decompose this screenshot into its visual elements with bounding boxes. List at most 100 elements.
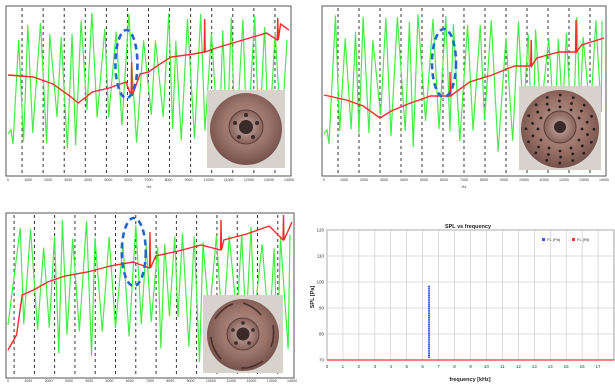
xtick-label: 8000 [166, 379, 174, 383]
scatter-point [428, 313, 431, 315]
scatter-point [428, 293, 431, 295]
drilled-hole [539, 116, 543, 120]
xtick-label: 4 [390, 364, 393, 369]
xtick-label: 5000 [105, 379, 113, 383]
disc-center-bore [236, 327, 250, 341]
chart-panel-slotted-disc: 0 1000 2000 3000 4000 5000 6000 7000 8000 9000 100… [5, 212, 297, 383]
scatter-point [428, 314, 431, 317]
x-axis-label: Hz [147, 184, 152, 189]
xtick-label: 14 [548, 364, 554, 369]
disc-slots [210, 302, 275, 369]
scatter-point [428, 325, 431, 328]
drilled-hole [580, 144, 584, 148]
xtick-label: 2000 [45, 379, 53, 383]
scatter-point [428, 300, 431, 302]
xtick-label: 3 [374, 364, 377, 369]
chart-panel-solid-disc: 0 1000 2000 3000 4000 5000 6000 7000 8000 9000 100… [5, 5, 294, 189]
chart-title: SPL vs frequency [445, 224, 492, 230]
xtick-label: 2000 [44, 178, 52, 182]
scatter-point [428, 351, 431, 353]
drilled-hole [582, 151, 586, 155]
drilled-hole [558, 93, 562, 97]
scatter-point [428, 285, 431, 288]
scatter-points [428, 285, 431, 359]
drilled-hole [580, 109, 583, 113]
drilled-hole [527, 140, 530, 144]
grid-lines [326, 229, 614, 361]
drilled-hole [545, 158, 549, 162]
scatter-point [428, 327, 431, 329]
drilled-hole [558, 105, 562, 109]
disc-center-bore [239, 120, 253, 134]
scatter-point [428, 331, 431, 333]
xtick-label: 5000 [104, 178, 112, 182]
legend-label-blue: FL (Pa) [547, 237, 561, 242]
drilled-hole [570, 102, 573, 105]
scatter-point [428, 296, 431, 299]
drilled-hole [590, 114, 593, 118]
ytick-label: 90 [319, 306, 325, 311]
xtick-label: 16 [580, 364, 586, 369]
green-series-line [7, 12, 288, 152]
xtick-label: 1000 [24, 178, 32, 182]
drilled-hole [571, 159, 575, 162]
xtick-label: 10000 [519, 178, 529, 182]
y-tick-labels: 70 80 90 100 110 120 [316, 228, 324, 363]
xtick-label: 14000 [599, 178, 609, 182]
ytick-label: 120 [316, 228, 324, 233]
drilled-hole [577, 116, 581, 120]
xtick-label: 3000 [64, 178, 72, 182]
lug-holes [231, 321, 255, 345]
xtick-label: 6000 [124, 178, 132, 182]
drilled-hole [569, 146, 573, 150]
xtick-label: 7 [437, 364, 440, 369]
scatter-point [428, 307, 431, 309]
xtick-label: 11000 [226, 379, 236, 383]
drilled-hole [577, 138, 581, 142]
xtick-labels: 0 1000 2000 3000 4000 5000 6000 7000 8000 9000 100… [323, 178, 609, 182]
red-series-line [7, 17, 290, 104]
drilled-hole [537, 145, 540, 149]
scatter-point [428, 333, 431, 335]
x-axis-label: frequency [kHz] [449, 377, 490, 383]
xtick-label: 5000 [420, 178, 428, 182]
scatter-point [428, 316, 431, 319]
xtick-label: 11000 [224, 178, 234, 182]
xtick-label: 1000 [340, 178, 348, 182]
xtick-label: 8000 [165, 178, 173, 182]
scatter-point [428, 334, 431, 337]
drilled-hole [559, 155, 563, 159]
xtick-label: 6000 [126, 379, 134, 383]
scatter-point [428, 353, 431, 355]
drilled-hole [569, 108, 573, 112]
drilled-hole [582, 103, 586, 107]
x-tick-labels: 0 1 2 3 4 5 6 7 8 9 10 11 12 13 14 15 16 17 [326, 364, 601, 369]
xtick-label: 4000 [84, 178, 92, 182]
highlight-ellipse [120, 216, 148, 288]
xtick-label: 11 [500, 364, 505, 369]
scatter-point [428, 322, 431, 324]
xtick-label: 12 [516, 364, 522, 369]
xtick-label: 9 [469, 364, 472, 369]
xtick-label: 14000 [287, 379, 297, 383]
inset-disc-photo [203, 295, 283, 373]
highlight-ellipse [114, 28, 139, 100]
inset-disc-photo [519, 86, 601, 170]
xtick-label: 8000 [480, 178, 488, 182]
y-axis-label: SPL [Pa] [310, 286, 316, 309]
scatter-point [428, 305, 431, 308]
xtick-labels: 0 1000 2000 3000 4000 5000 6000 7000 8000 9000 100… [7, 379, 297, 383]
drilled-hole [534, 103, 538, 107]
red-series-line [7, 214, 293, 351]
drilled-hole [524, 127, 528, 131]
drilled-hole [534, 151, 538, 155]
xtick-label: 10000 [204, 178, 214, 182]
ytick-label: 80 [319, 332, 325, 337]
xtick-label: 9000 [187, 379, 195, 383]
xtick-label: 7000 [146, 379, 154, 383]
xtick-label: 0 [326, 364, 329, 369]
scatter-point [428, 320, 431, 322]
scatter-point [428, 345, 431, 348]
scatter-point [428, 309, 431, 311]
